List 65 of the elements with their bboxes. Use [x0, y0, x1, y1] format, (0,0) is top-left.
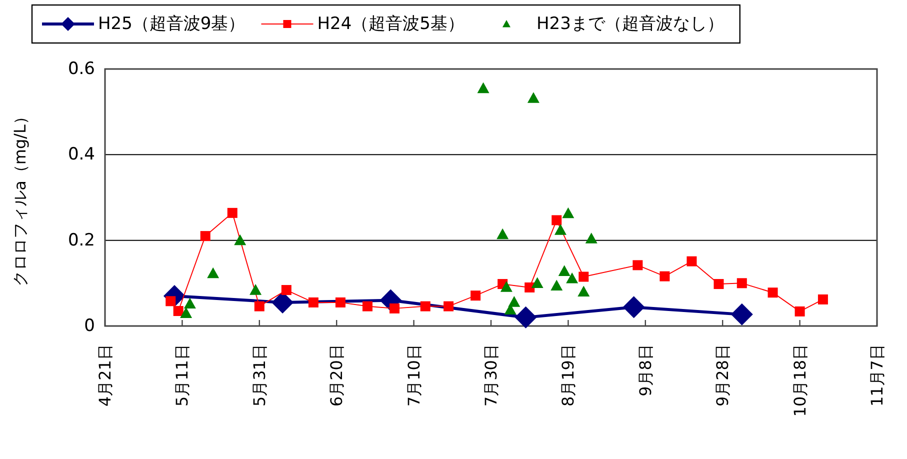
point — [714, 279, 724, 290]
point — [496, 228, 509, 240]
point — [768, 288, 778, 298]
point — [508, 296, 520, 307]
point — [524, 282, 535, 292]
x-tick-label: 6月20日 — [327, 344, 346, 407]
point — [562, 207, 574, 218]
point — [173, 306, 184, 316]
point — [362, 301, 372, 312]
point — [335, 297, 346, 308]
y-tick-label: 0.4 — [68, 144, 95, 165]
point — [550, 280, 563, 291]
point — [254, 301, 264, 312]
point — [660, 271, 670, 282]
y-axis-title: クロロフィルa（mg/L） — [10, 108, 30, 286]
point — [272, 291, 294, 314]
point — [227, 208, 238, 218]
point — [420, 301, 430, 312]
point — [578, 286, 590, 297]
point — [632, 260, 643, 270]
y-tick-label: 0 — [84, 316, 95, 336]
point — [470, 290, 481, 301]
point — [736, 278, 747, 288]
x-tick-label: 10月18日 — [790, 344, 810, 417]
point — [184, 298, 196, 309]
point — [552, 215, 562, 226]
point — [200, 231, 210, 242]
point — [554, 224, 566, 235]
x-tick-label: 4月21日 — [96, 344, 114, 407]
x-tick-label: 7月10日 — [404, 344, 424, 407]
x-tick-label: 5月31日 — [250, 344, 269, 407]
legend-label: H23まで（超音波なし） — [536, 14, 724, 34]
x-tick-label: 9月8日 — [636, 344, 655, 396]
point — [444, 301, 454, 312]
point — [578, 272, 589, 282]
point — [390, 303, 400, 314]
y-tick-label: 0.2 — [68, 230, 95, 250]
x-tick-label: 11月7日 — [868, 344, 886, 407]
point — [281, 285, 292, 296]
point — [166, 296, 176, 306]
point — [566, 272, 578, 284]
point — [514, 306, 537, 328]
point — [794, 306, 805, 316]
point — [308, 297, 318, 308]
point — [531, 277, 544, 288]
point — [250, 284, 262, 295]
point — [585, 232, 598, 244]
point — [558, 265, 570, 276]
legend-label: H25（超音波9基） — [98, 14, 246, 34]
point — [527, 92, 540, 103]
y-tick-label: 0.6 — [68, 59, 95, 79]
point — [730, 303, 753, 326]
x-tick-label: 5月11日 — [172, 344, 192, 407]
x-tick-label: 7月30日 — [482, 344, 500, 407]
legend-label: H24（超音波5基） — [317, 14, 464, 34]
point — [234, 234, 246, 246]
point — [686, 256, 697, 266]
point — [180, 307, 192, 318]
point — [622, 296, 645, 318]
point — [477, 82, 490, 94]
x-tick-label: 8月19日 — [558, 344, 578, 407]
point — [818, 294, 828, 304]
point — [207, 267, 220, 278]
point — [500, 281, 512, 292]
x-tick-label: 9月28日 — [713, 344, 732, 407]
